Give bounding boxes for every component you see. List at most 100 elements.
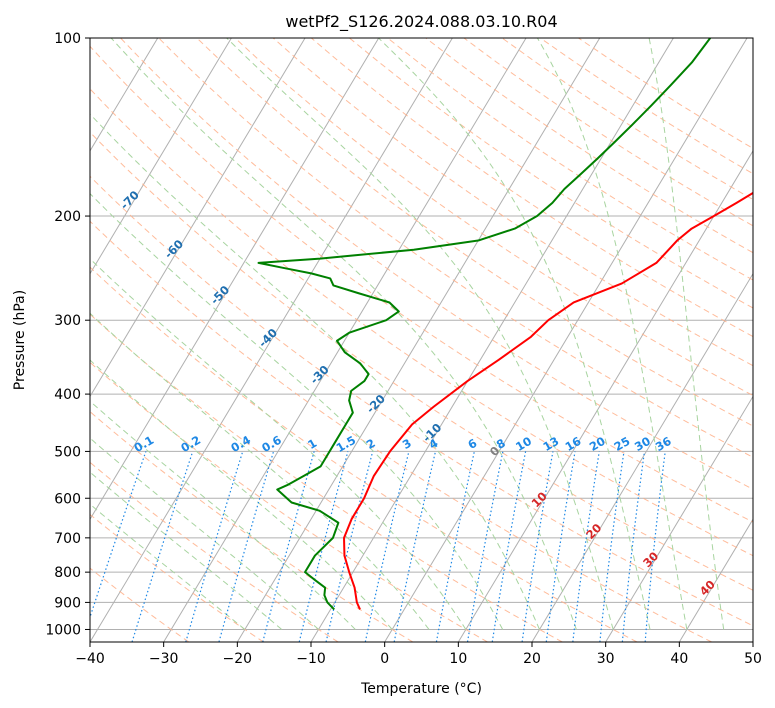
dry-adiabat <box>196 38 753 427</box>
dry-adiabat <box>90 513 264 642</box>
mixing-ratio-line <box>644 451 666 642</box>
isotherm-label: 30 <box>640 549 661 570</box>
dry-adiabat <box>310 38 753 338</box>
isotherm-line <box>90 38 159 152</box>
moist-adiabat <box>226 38 614 630</box>
isotherm-line <box>236 38 601 642</box>
mixing-ratio-label: 16 <box>563 434 584 454</box>
mixing-ratio-line <box>185 451 244 642</box>
x-tick-label: 40 <box>670 651 688 667</box>
adiabat-lines <box>90 38 753 642</box>
y-tick-label: 500 <box>54 444 81 460</box>
mixing-ratio-line <box>572 451 600 642</box>
moist-adiabat <box>90 400 356 630</box>
mixing-ratio-line <box>521 451 554 642</box>
moist-adiabat <box>90 258 467 630</box>
x-axis-label: Temperature (°C) <box>360 681 482 697</box>
dry-adiabat <box>539 38 753 175</box>
moist-adiabat-label: -60 <box>162 237 187 262</box>
y-tick-label: 100 <box>54 31 81 47</box>
mixing-ratio-line <box>131 451 194 642</box>
mixing-ratio-label: 30 <box>632 434 653 454</box>
y-tick-label: 600 <box>54 491 81 507</box>
y-axis-label: Pressure (hPa) <box>12 290 28 390</box>
isotherm-line <box>457 149 753 642</box>
mixing-ratio-label: 25 <box>612 434 633 454</box>
dry-adiabat <box>90 220 712 642</box>
x-tick-label: 20 <box>523 651 541 667</box>
moist-adiabat-label: -90 <box>23 100 48 125</box>
mixing-ratio-line <box>298 451 349 642</box>
isotherm-line <box>384 38 748 642</box>
y-tick-label: 900 <box>54 595 81 611</box>
mixing-ratio-lines <box>90 451 666 642</box>
isotherm-line <box>0 38 10 642</box>
isotherm-line <box>90 38 306 398</box>
dry-adiabat <box>349 38 753 309</box>
isotherm-line <box>678 518 753 642</box>
x-tick-label: 0 <box>380 651 389 667</box>
isotherm-line <box>90 38 453 642</box>
dry-adiabat <box>120 38 753 490</box>
y-tick-label: 400 <box>54 387 81 403</box>
moist-adiabat-label: -50 <box>208 283 233 308</box>
grid-lines <box>0 38 753 642</box>
moist-adiabat <box>648 38 725 630</box>
x-tick-label: 30 <box>597 651 615 667</box>
dry-adiabat <box>90 313 563 642</box>
temperature-profile <box>343 191 753 610</box>
mixing-ratio-label: 13 <box>541 434 562 454</box>
isotherm-line <box>90 38 232 275</box>
mixing-ratio-line <box>262 451 315 642</box>
moist-adiabat-label: -70 <box>117 188 142 213</box>
profile-lines <box>257 38 753 611</box>
chart-title: wetPf2_S126.2024.088.03.10.R04 <box>285 12 557 32</box>
dry-adiabat <box>425 38 753 254</box>
dry-adiabat <box>90 175 753 627</box>
mixing-ratio-label: 36 <box>653 434 674 454</box>
mixing-ratio-line <box>491 451 527 642</box>
moist-adiabat-label: -20 <box>363 392 388 417</box>
mixing-ratio-label: 20 <box>587 434 608 454</box>
isotherm-label: 10 <box>529 489 550 510</box>
x-tick-label: −40 <box>75 651 105 667</box>
mixing-ratio-label: 3 <box>400 436 414 452</box>
moist-adiabat-label: -80 <box>65 152 90 177</box>
dry-adiabat <box>90 361 488 642</box>
moist-adiabat <box>90 471 283 630</box>
moist-adiabat <box>90 312 430 630</box>
x-tick-label: 50 <box>744 651 762 667</box>
y-tick-label: 300 <box>54 313 81 329</box>
x-tick-label: −30 <box>149 651 179 667</box>
moist-adiabat <box>110 38 577 630</box>
dry-adiabat <box>90 461 339 642</box>
isotherm-line <box>752 641 753 642</box>
dry-adiabat <box>90 88 753 557</box>
isotherm-line <box>605 395 753 642</box>
moist-adiabat <box>90 437 319 630</box>
mixing-ratio-line <box>545 451 576 642</box>
x-tick-label: −10 <box>296 651 326 667</box>
moist-adiabat <box>90 113 540 630</box>
dry-adiabat <box>387 38 753 281</box>
isotherm-line <box>531 272 753 642</box>
mixing-ratio-line <box>599 451 625 642</box>
dry-adiabat <box>90 411 414 642</box>
dry-adiabat <box>272 38 753 367</box>
plot-frame <box>89 37 754 643</box>
dry-adiabat <box>158 38 753 458</box>
mixing-ratio-label: 2 <box>364 436 378 452</box>
mixing-ratio-line <box>621 451 646 642</box>
moist-adiabat <box>378 38 651 630</box>
mixing-ratio-label: 10 <box>513 434 534 454</box>
mixing-ratio-label: 6 <box>465 436 479 452</box>
y-tick-label: 800 <box>54 565 81 581</box>
mixing-ratio-line <box>364 451 410 642</box>
y-tick-label: 1000 <box>45 622 81 638</box>
isotherm-line <box>90 38 380 521</box>
moist-adiabat-label: -30 <box>307 362 332 387</box>
dry-adiabat <box>90 567 190 642</box>
isotherm-label: 40 <box>697 577 718 598</box>
moist-adiabat <box>536 38 688 630</box>
